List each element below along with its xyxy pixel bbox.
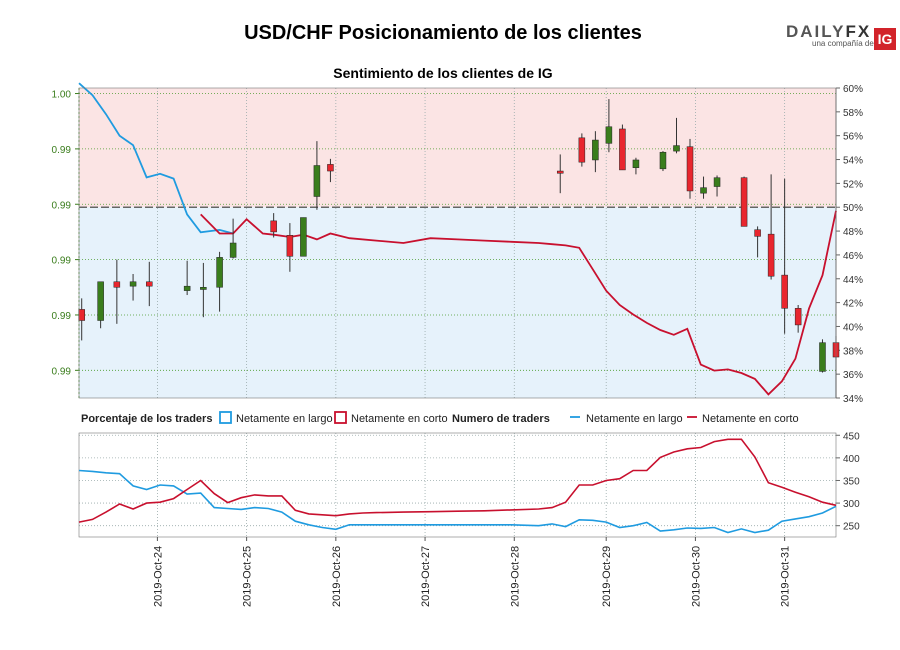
legend-short-count-label: Netamente en corto <box>702 413 799 425</box>
short-zone-background <box>79 88 836 208</box>
candle-body <box>754 229 761 237</box>
sentiment-tick-label: 42% <box>843 299 863 310</box>
sentiment-tick-label: 34% <box>843 394 863 405</box>
candle-body <box>659 151 667 170</box>
sentiment-tick-label: 38% <box>843 346 863 357</box>
sentiment-tick-label: 36% <box>843 370 863 381</box>
candle-body <box>183 285 191 291</box>
candle-body <box>216 257 223 288</box>
x-tick-label: 2019-Oct-29 <box>601 546 613 607</box>
sentiment-tick-label: 50% <box>843 203 863 214</box>
candle-body <box>200 287 207 290</box>
sentiment-tick-label: 52% <box>843 179 863 190</box>
legend-short-label: Netamente en corto <box>351 413 448 425</box>
legend-title-count: Numero de traders <box>452 413 550 425</box>
candle-body <box>592 139 599 161</box>
sentiment-tick-label: 56% <box>843 132 863 143</box>
legend-long-count-label: Netamente en largo <box>586 413 683 425</box>
candle-body <box>313 165 321 197</box>
candle-body <box>605 126 613 144</box>
price-tick-label: 0.99 <box>52 200 72 211</box>
x-tick-label: 2019-Oct-26 <box>331 546 343 607</box>
net-short-count-line <box>78 438 837 523</box>
legend-long-label: Netamente en largo <box>236 413 333 425</box>
price-tick-label: 0.99 <box>52 256 72 267</box>
candle-body <box>767 233 775 277</box>
sentiment-tick-label: 40% <box>843 322 863 333</box>
candle-body <box>781 274 788 309</box>
candle-body <box>556 170 564 174</box>
candle-body <box>327 164 334 172</box>
candle-body <box>270 220 277 233</box>
net-short-sentiment-line <box>200 210 837 396</box>
candle-body <box>300 217 307 257</box>
price-tick-label: 1.00 <box>52 90 72 101</box>
sentiment-tick-label: 46% <box>843 251 863 262</box>
sentiment-tick-label: 54% <box>843 156 863 167</box>
candle-body <box>700 187 707 194</box>
candle-body <box>686 146 694 192</box>
count-tick-label: 250 <box>843 522 860 533</box>
sentiment-tick-label: 60% <box>843 84 863 95</box>
legend-long-swatch <box>219 411 232 424</box>
x-tick-label: 2019-Oct-27 <box>420 546 432 607</box>
sentiment-tick-label: 48% <box>843 227 863 238</box>
candle-body <box>146 281 153 287</box>
count-tick-label: 300 <box>843 499 860 510</box>
x-tick-label: 2019-Oct-25 <box>242 546 254 607</box>
candle-body <box>794 308 802 326</box>
count-tick-label: 350 <box>843 476 860 487</box>
candle-body <box>819 342 826 372</box>
x-tick-label: 2019-Oct-24 <box>152 546 164 607</box>
ig-badge: IG <box>874 28 896 50</box>
legend-title-percentage: Porcentaje de los traders <box>81 413 212 425</box>
candle-body <box>286 235 294 257</box>
x-tick-label: 2019-Oct-28 <box>509 546 521 607</box>
count-tick-label: 450 <box>843 431 860 442</box>
x-tick-label: 2019-Oct-30 <box>690 546 702 607</box>
x-tick-label: 2019-Oct-31 <box>780 546 792 607</box>
candle-body <box>632 159 640 168</box>
price-panel-frame <box>78 87 837 399</box>
candle-body <box>113 281 121 288</box>
sentiment-tick-label: 58% <box>843 108 863 119</box>
price-tick-label: 0.99 <box>52 366 72 377</box>
chart-title: USD/CHF Posicionamiento de los clientes <box>244 22 642 44</box>
chart-subtitle: Sentimiento de los clientes de IG <box>333 65 553 81</box>
candle-body <box>129 281 137 287</box>
candle-body <box>673 145 680 152</box>
candle-body <box>97 281 104 321</box>
candle-body <box>578 137 586 163</box>
count-tick-label: 400 <box>843 454 860 465</box>
net-long-sentiment-line <box>78 82 234 235</box>
price-tick-label: 0.99 <box>52 311 72 322</box>
brand-wordmark: DAILYFX <box>786 22 872 41</box>
brand-tagline: una compañía de <box>812 39 874 48</box>
sentiment-tick-label: 44% <box>843 275 863 286</box>
candle-body <box>713 177 721 187</box>
candle-body <box>78 309 85 321</box>
candle-body <box>740 177 748 227</box>
candle-body <box>619 128 626 171</box>
count-panel-frame <box>78 432 837 538</box>
legend-short-swatch <box>334 411 347 424</box>
price-tick-label: 0.99 <box>52 145 72 156</box>
brand-logo: DAILYFX una compañía de IG <box>786 22 898 52</box>
candle-body <box>229 242 237 258</box>
net-long-count-line <box>78 469 837 534</box>
